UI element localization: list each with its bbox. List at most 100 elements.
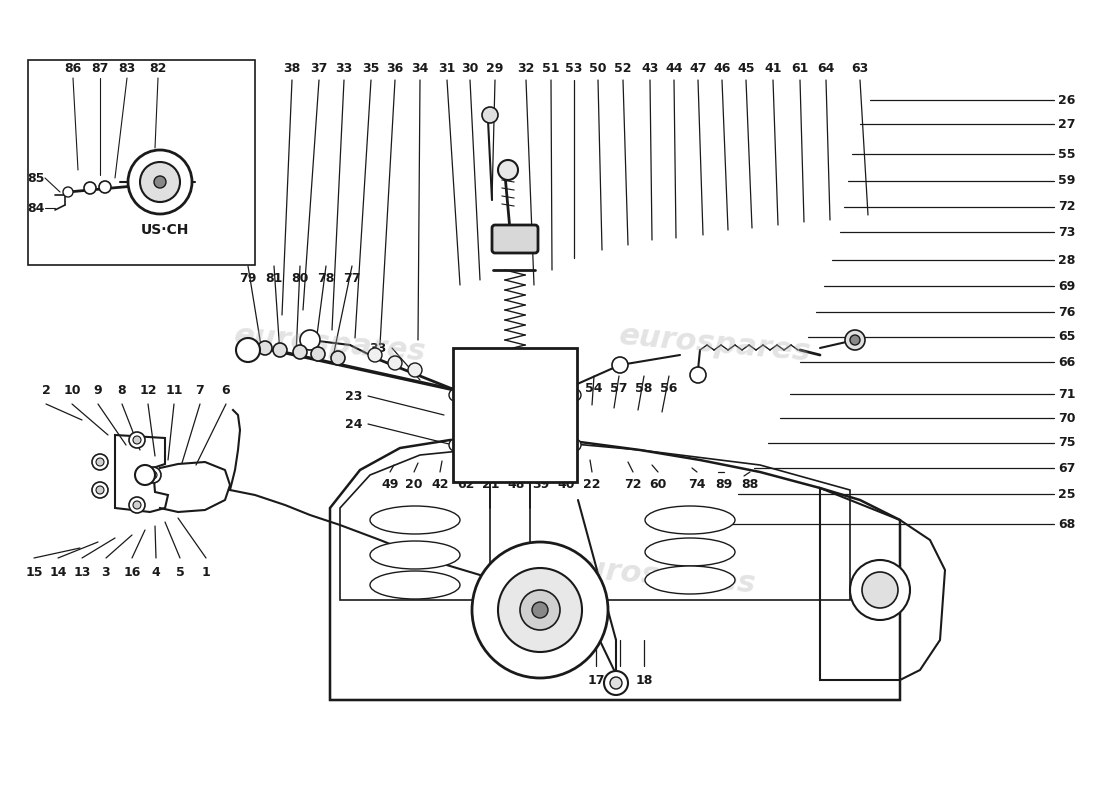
Circle shape	[604, 671, 628, 695]
Text: 33: 33	[336, 62, 353, 74]
Circle shape	[612, 357, 628, 373]
Text: 88: 88	[741, 478, 759, 490]
Text: 8: 8	[118, 383, 127, 397]
Text: 52: 52	[614, 62, 631, 74]
Text: 59: 59	[1058, 174, 1076, 187]
Text: 42: 42	[431, 478, 449, 490]
Text: 23: 23	[345, 390, 363, 402]
Circle shape	[273, 343, 287, 357]
Circle shape	[92, 454, 108, 470]
Circle shape	[133, 436, 141, 444]
Circle shape	[293, 345, 307, 359]
Ellipse shape	[645, 506, 735, 534]
Text: 38: 38	[284, 62, 300, 74]
Text: eurospares: eurospares	[563, 553, 757, 599]
Circle shape	[532, 602, 548, 618]
Text: 54: 54	[585, 382, 603, 394]
Text: 22: 22	[583, 478, 601, 490]
Text: 12: 12	[140, 383, 156, 397]
Text: 69: 69	[1058, 279, 1076, 293]
Circle shape	[557, 462, 573, 478]
Text: 48: 48	[507, 478, 525, 490]
Text: 85: 85	[28, 171, 45, 185]
Circle shape	[449, 439, 461, 451]
Text: eurospares: eurospares	[618, 321, 812, 367]
Circle shape	[258, 341, 272, 355]
Circle shape	[135, 465, 155, 485]
Ellipse shape	[370, 506, 460, 534]
Text: 2: 2	[42, 383, 51, 397]
Text: 28: 28	[1058, 254, 1076, 266]
Circle shape	[154, 176, 166, 188]
Text: 51: 51	[542, 62, 560, 74]
Circle shape	[482, 107, 498, 123]
Text: 77: 77	[343, 271, 361, 285]
Text: 68: 68	[1058, 518, 1076, 530]
Text: 71: 71	[1058, 387, 1076, 401]
Text: 26: 26	[1058, 94, 1076, 106]
Text: 80: 80	[292, 271, 309, 285]
Text: 89: 89	[715, 478, 733, 490]
Circle shape	[498, 160, 518, 180]
Text: 44: 44	[666, 62, 683, 74]
Text: 67: 67	[1058, 462, 1076, 474]
Text: 86: 86	[65, 62, 81, 74]
Circle shape	[388, 356, 401, 370]
Ellipse shape	[370, 571, 460, 599]
Text: 41: 41	[764, 62, 782, 74]
Circle shape	[368, 348, 382, 362]
Text: 56: 56	[660, 382, 678, 394]
Text: 21: 21	[482, 478, 499, 490]
Text: 15: 15	[25, 566, 43, 578]
Text: 36: 36	[386, 62, 404, 74]
Text: 34: 34	[411, 62, 429, 74]
Text: 84: 84	[28, 202, 45, 214]
Circle shape	[520, 590, 560, 630]
Text: 66: 66	[1058, 355, 1076, 369]
Circle shape	[300, 330, 320, 350]
Text: 50: 50	[590, 62, 607, 74]
Circle shape	[569, 439, 581, 451]
Text: 46: 46	[713, 62, 730, 74]
Circle shape	[408, 363, 422, 377]
Text: 70: 70	[1058, 411, 1076, 425]
Circle shape	[485, 390, 544, 450]
Text: 18: 18	[636, 674, 652, 686]
Text: 72: 72	[625, 478, 641, 490]
Circle shape	[569, 389, 581, 401]
Circle shape	[456, 352, 472, 368]
Text: 49: 49	[382, 478, 398, 490]
Text: 45: 45	[737, 62, 755, 74]
Text: 53: 53	[565, 62, 583, 74]
Text: 24: 24	[345, 418, 363, 430]
Text: 9: 9	[94, 383, 102, 397]
Text: 4: 4	[152, 566, 161, 578]
FancyBboxPatch shape	[492, 225, 538, 253]
Circle shape	[690, 367, 706, 383]
Text: 82: 82	[150, 62, 167, 74]
Text: 61: 61	[791, 62, 808, 74]
Circle shape	[850, 560, 910, 620]
Circle shape	[63, 187, 73, 197]
Bar	[28, 60, 255, 265]
Text: 65: 65	[1058, 330, 1076, 343]
Text: 25: 25	[1058, 487, 1076, 501]
Circle shape	[128, 150, 192, 214]
Circle shape	[331, 351, 345, 365]
Text: 55: 55	[1058, 147, 1076, 161]
Circle shape	[84, 182, 96, 194]
Circle shape	[473, 378, 557, 462]
Text: 73: 73	[1058, 226, 1076, 238]
Text: 1: 1	[201, 566, 210, 578]
Circle shape	[236, 338, 260, 362]
Text: 79: 79	[240, 271, 256, 285]
Circle shape	[456, 462, 472, 478]
Text: 32: 32	[517, 62, 535, 74]
Text: 5: 5	[176, 566, 185, 578]
Text: eurospares: eurospares	[233, 321, 427, 367]
Circle shape	[472, 542, 608, 678]
Text: 40: 40	[558, 478, 574, 490]
Text: 76: 76	[1058, 306, 1076, 318]
Text: 16: 16	[123, 566, 141, 578]
Circle shape	[311, 347, 324, 361]
